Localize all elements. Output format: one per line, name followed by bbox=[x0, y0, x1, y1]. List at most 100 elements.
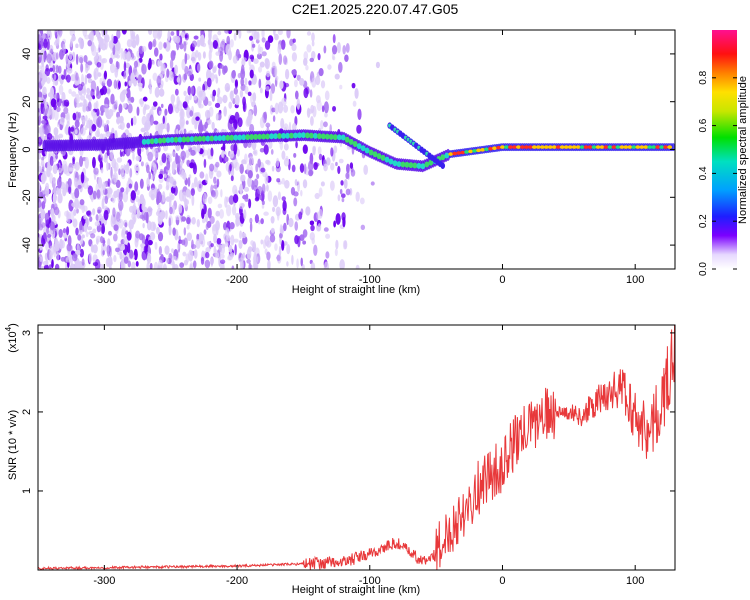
heatmap-cell bbox=[42, 72, 46, 83]
heatmap-cell bbox=[555, 145, 561, 149]
heatmap-cell bbox=[182, 251, 187, 257]
heatmap-cell bbox=[76, 243, 81, 255]
heatmap-cell bbox=[285, 68, 290, 80]
heatmap-cell bbox=[101, 181, 106, 191]
heatmap-cell bbox=[160, 62, 166, 75]
heatmap-cell bbox=[135, 155, 141, 162]
heatmap-cell bbox=[519, 145, 525, 149]
heatmap-cell bbox=[92, 244, 98, 254]
heatmap-cell bbox=[257, 44, 261, 56]
heatmap-cell bbox=[183, 90, 187, 96]
heatmap-cell bbox=[141, 45, 147, 52]
heatmap-cell bbox=[38, 119, 41, 126]
heatmap-cell bbox=[294, 79, 298, 88]
heatmap-cell bbox=[305, 64, 309, 71]
heatmap-cell bbox=[312, 146, 316, 156]
heatmap-cell bbox=[185, 188, 191, 198]
heatmap-cell bbox=[207, 101, 212, 107]
heatmap-cell bbox=[74, 161, 80, 171]
heatmap-cell bbox=[186, 217, 191, 225]
heatmap-cell bbox=[224, 196, 228, 208]
heatmap-cell bbox=[311, 50, 316, 60]
heatmap-cell bbox=[333, 220, 337, 228]
heatmap-cell bbox=[150, 175, 154, 180]
heatmap-cell bbox=[324, 133, 330, 140]
heatmap-cell bbox=[244, 197, 249, 202]
heatmap-cell bbox=[196, 63, 201, 73]
heatmap-cell bbox=[285, 155, 289, 162]
heatmap-cell bbox=[234, 94, 240, 106]
heatmap-cell bbox=[65, 54, 69, 65]
heatmap-cell bbox=[171, 178, 177, 189]
heatmap-cell bbox=[239, 89, 244, 98]
heatmap-cell bbox=[49, 221, 55, 231]
x-tick-label: -100 bbox=[359, 575, 381, 587]
heatmap-cell bbox=[38, 153, 42, 160]
heatmap-cell bbox=[105, 34, 110, 43]
heatmap-cell bbox=[107, 187, 113, 195]
heatmap-cell bbox=[147, 244, 151, 256]
heatmap-cell bbox=[311, 40, 315, 47]
heatmap-cell bbox=[108, 260, 113, 266]
heatmap-cell bbox=[132, 151, 135, 161]
heatmap-cell bbox=[263, 211, 269, 216]
heatmap-cell bbox=[253, 133, 259, 140]
heatmap-cell bbox=[107, 178, 111, 187]
heatmap-cell bbox=[312, 132, 318, 139]
heatmap-cell bbox=[56, 251, 60, 261]
heatmap-cell bbox=[48, 230, 54, 235]
heatmap-cell bbox=[224, 156, 229, 162]
heatmap-cell bbox=[218, 68, 221, 77]
heatmap-cell bbox=[141, 250, 147, 261]
heatmap-cell bbox=[112, 207, 116, 218]
heatmap-cell bbox=[162, 191, 166, 203]
colorbar-label: Normalized spectral amplitude bbox=[737, 76, 749, 224]
heatmap-cell bbox=[40, 174, 45, 183]
heatmap-cell bbox=[318, 187, 323, 197]
heatmap-cell bbox=[201, 208, 205, 220]
heatmap-cell bbox=[44, 186, 50, 197]
heatmap-cell bbox=[283, 55, 288, 65]
heatmap-cell bbox=[96, 238, 99, 245]
heatmap-cell bbox=[157, 213, 163, 226]
heatmap-cell bbox=[241, 59, 246, 67]
heatmap-cell bbox=[70, 38, 73, 48]
heatmap-cell bbox=[209, 135, 215, 142]
heatmap-cell bbox=[531, 145, 537, 149]
heatmap-cell bbox=[84, 34, 90, 40]
heatmap-cell bbox=[352, 141, 358, 148]
heatmap-cell bbox=[352, 100, 357, 107]
heatmap-cell bbox=[340, 193, 346, 199]
heatmap-cell bbox=[201, 217, 206, 224]
heatmap-cell bbox=[452, 151, 458, 156]
heatmap-cell bbox=[291, 71, 297, 76]
heatmap-cell bbox=[193, 136, 199, 143]
heatmap-cell bbox=[219, 208, 225, 219]
heatmap-cell bbox=[185, 120, 189, 125]
heatmap-cell bbox=[181, 239, 186, 246]
heatmap-cell bbox=[39, 243, 43, 251]
heatmap-cell bbox=[97, 177, 103, 189]
heatmap-cell bbox=[270, 215, 275, 224]
heatmap-cell bbox=[149, 138, 155, 145]
colorbar-gradient bbox=[712, 30, 737, 269]
heatmap-cell bbox=[220, 259, 226, 265]
heatmap-cell bbox=[79, 229, 83, 234]
heatmap-cell bbox=[254, 214, 260, 224]
heatmap-cell bbox=[168, 225, 172, 236]
heatmap-cell bbox=[225, 227, 230, 239]
heatmap-cell bbox=[273, 30, 276, 36]
heatmap-cell bbox=[212, 184, 219, 189]
heatmap-cell bbox=[651, 145, 657, 149]
heatmap-cell bbox=[45, 242, 50, 251]
heatmap-cell bbox=[110, 149, 114, 161]
heatmap-cell bbox=[44, 68, 51, 77]
heatmap-cell bbox=[191, 216, 196, 225]
heatmap-cell bbox=[240, 174, 246, 182]
heatmap-cell bbox=[41, 135, 47, 141]
heatmap-cell bbox=[207, 196, 213, 205]
heatmap-cell bbox=[320, 119, 324, 130]
heatmap-cell bbox=[190, 188, 196, 196]
heatmap-cell bbox=[113, 224, 119, 231]
heatmap-cell bbox=[118, 200, 124, 211]
